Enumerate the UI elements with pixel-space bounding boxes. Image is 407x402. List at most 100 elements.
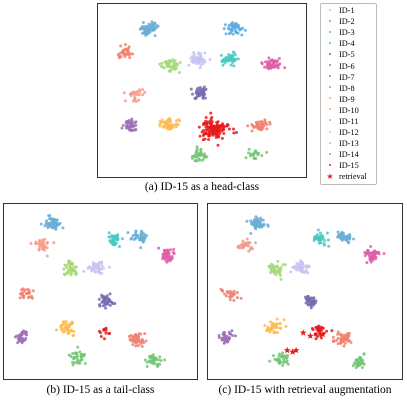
scatter-point bbox=[158, 362, 162, 366]
scatter-point bbox=[306, 299, 310, 303]
scatter-point bbox=[221, 123, 225, 127]
scatter-point bbox=[37, 239, 41, 243]
scatter-point bbox=[260, 62, 264, 66]
dot-marker-icon: • bbox=[328, 72, 332, 82]
scatter-point bbox=[322, 243, 326, 247]
scatter-point bbox=[314, 337, 318, 341]
scatter-point bbox=[255, 123, 259, 127]
scatter-point bbox=[131, 92, 135, 96]
scatter-point bbox=[295, 262, 299, 266]
scatter-point bbox=[267, 67, 271, 71]
scatter-point bbox=[326, 238, 330, 242]
legend-item: • ID-5 bbox=[321, 49, 376, 60]
scatter-point bbox=[100, 264, 104, 268]
scatter-point bbox=[116, 233, 120, 237]
cluster-id-5 bbox=[97, 292, 117, 310]
scatter-point bbox=[262, 223, 266, 227]
scatter-point bbox=[203, 131, 207, 135]
scatter-point bbox=[267, 56, 271, 60]
scatter-point bbox=[106, 302, 110, 306]
scatter-point bbox=[316, 228, 320, 232]
scatter-point bbox=[331, 339, 335, 343]
scatter-point bbox=[126, 231, 130, 235]
scatter-point bbox=[49, 217, 53, 221]
legend-item: ★ retrieval bbox=[321, 171, 376, 182]
scatter-point bbox=[225, 290, 229, 294]
scatter-point bbox=[92, 268, 96, 272]
scatter-point bbox=[203, 154, 207, 158]
scatter-point bbox=[323, 238, 327, 242]
scatter-point bbox=[283, 360, 287, 364]
scatter-point bbox=[373, 257, 377, 261]
scatter-point bbox=[336, 234, 340, 238]
scatter-point bbox=[137, 93, 141, 97]
scatter-point bbox=[74, 352, 78, 356]
scatter-point bbox=[171, 58, 175, 62]
scatter-point bbox=[152, 28, 156, 32]
scatter-point bbox=[306, 271, 310, 275]
cluster-id-2 bbox=[336, 230, 356, 245]
scatter-point bbox=[119, 44, 123, 48]
dot-marker-icon: • bbox=[328, 127, 332, 137]
scatter-point bbox=[103, 303, 107, 307]
scatter-point bbox=[285, 356, 289, 360]
scatter-point bbox=[273, 325, 277, 329]
scatter-point bbox=[200, 130, 204, 134]
retrieval-stars bbox=[283, 324, 327, 355]
scatter-point bbox=[198, 66, 202, 70]
scatter-point bbox=[232, 131, 236, 135]
scatter-point bbox=[34, 240, 38, 244]
scatter-point bbox=[191, 154, 195, 158]
scatter-point bbox=[256, 218, 260, 222]
scatter-point bbox=[330, 329, 334, 333]
scatter-point bbox=[168, 117, 172, 121]
scatter-point bbox=[272, 331, 276, 335]
cluster-id-14 bbox=[190, 145, 209, 163]
scatter-point bbox=[247, 151, 251, 155]
scatter-point bbox=[196, 153, 200, 157]
scatter-point bbox=[249, 219, 253, 223]
scatter-point bbox=[215, 128, 219, 132]
scatter-point bbox=[112, 239, 116, 243]
scatter-point bbox=[289, 270, 293, 274]
scatter-point bbox=[224, 294, 228, 298]
scatter-point bbox=[83, 362, 87, 365]
scatter-point bbox=[232, 298, 236, 302]
scatter-point bbox=[276, 259, 280, 263]
scatter-point bbox=[336, 330, 340, 334]
scatter-point bbox=[177, 70, 181, 74]
scatter-point bbox=[224, 336, 228, 340]
scatter-point bbox=[198, 134, 202, 138]
scatter-point bbox=[95, 265, 99, 269]
scatter-point bbox=[55, 328, 59, 332]
legend-label: ID-2 bbox=[339, 17, 355, 27]
scatter-point bbox=[68, 322, 72, 326]
scatter-point bbox=[104, 306, 108, 310]
scatter-point bbox=[198, 59, 202, 63]
scatter-point bbox=[220, 136, 224, 140]
legend-label: retrieval bbox=[339, 172, 367, 182]
scatter-point bbox=[283, 66, 287, 70]
scatter-point bbox=[311, 299, 315, 303]
scatter-point bbox=[352, 361, 356, 365]
scatter-point bbox=[123, 99, 127, 103]
scatter-point bbox=[194, 96, 198, 100]
scatter-point bbox=[245, 219, 249, 223]
scatter-point bbox=[151, 361, 155, 365]
scatter-point bbox=[48, 214, 52, 218]
scatter-point bbox=[377, 252, 381, 256]
scatter-point bbox=[74, 265, 78, 269]
cluster-id-6 bbox=[217, 329, 237, 345]
scatter-point bbox=[53, 220, 57, 224]
caption-c: (c) ID-15 with retrieval augmentation bbox=[218, 384, 392, 396]
scatter-point bbox=[141, 21, 145, 25]
scatter-point bbox=[127, 118, 131, 122]
dot-marker-icon: • bbox=[328, 105, 332, 115]
scatter-point bbox=[195, 148, 199, 152]
scatter-point bbox=[203, 51, 207, 55]
scatter-point bbox=[301, 266, 305, 270]
scatter-point bbox=[127, 127, 131, 131]
scatter-point bbox=[232, 25, 236, 29]
scatter-point bbox=[368, 255, 372, 259]
scatter-point bbox=[197, 52, 201, 56]
